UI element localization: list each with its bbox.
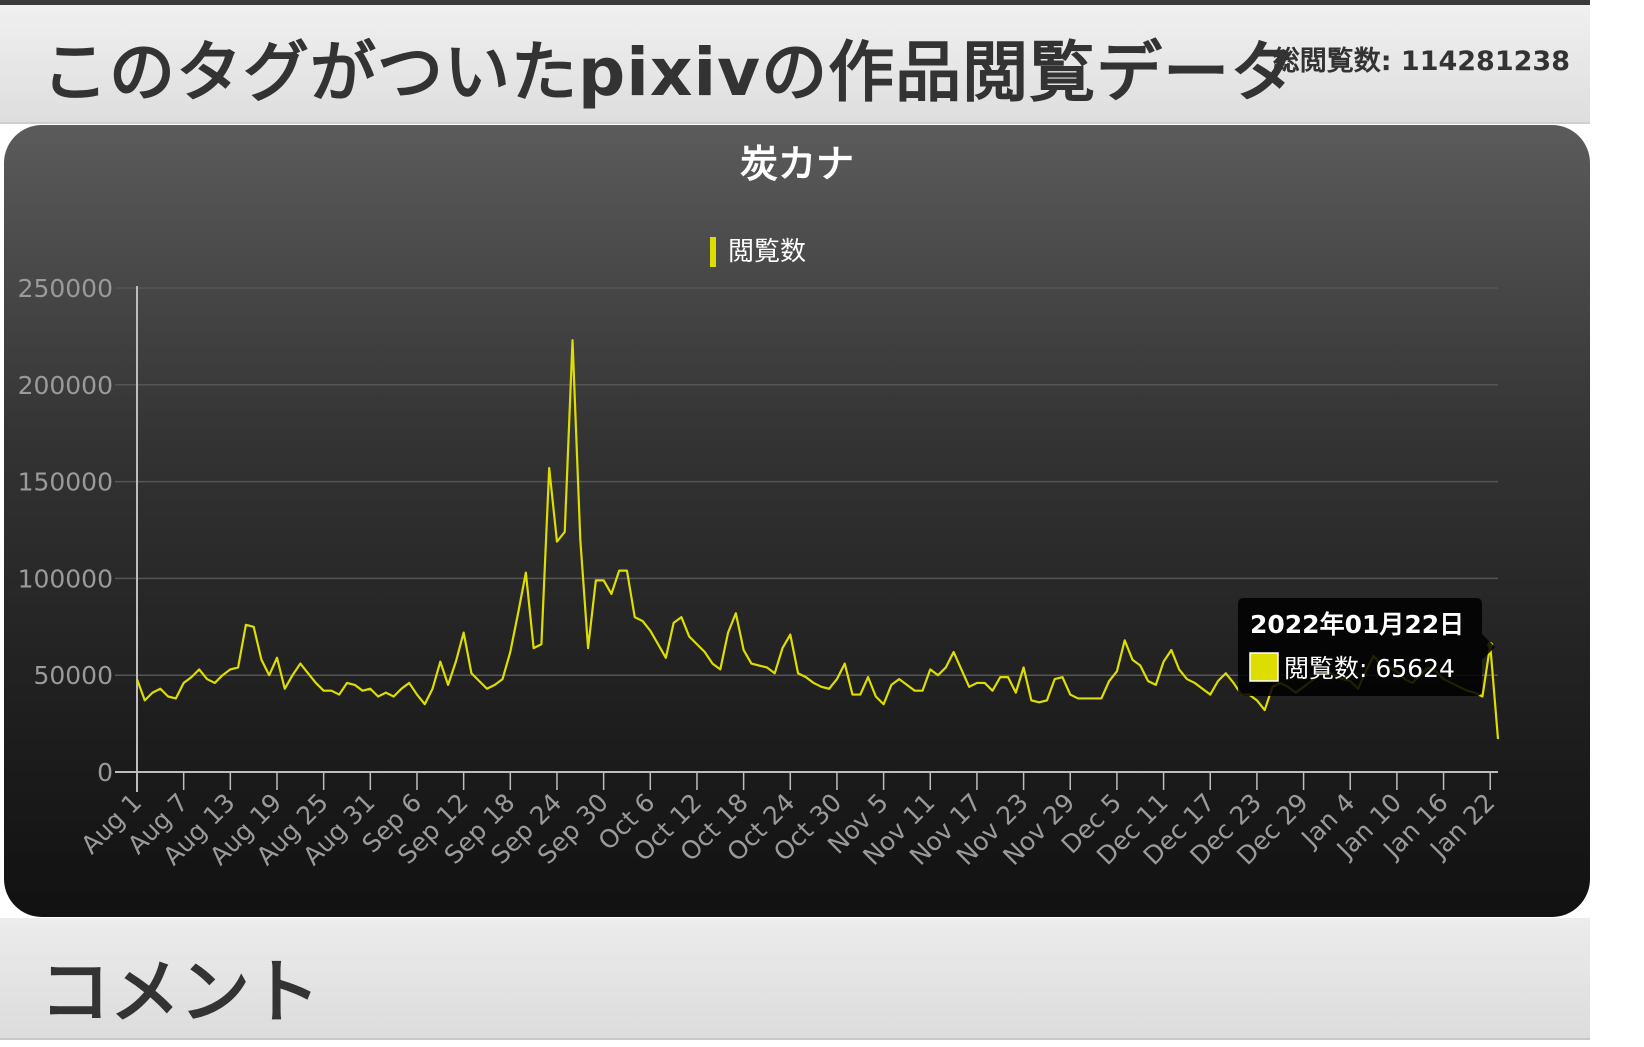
y-tick-label: 250000 (18, 274, 113, 303)
legend-swatch (710, 237, 716, 267)
total-views: 総閲覧数: 114281238 (1272, 46, 1570, 77)
page-title: このタグがついたpixivの作品閲覧データ (42, 34, 1298, 111)
grid (115, 287, 1498, 773)
chart-card: 炭カナ 閲覧数 0 50000 100000 150000 200000 250000 A… (4, 125, 1590, 917)
chart-title: 炭カナ (740, 142, 854, 186)
y-tick-label: 0 (97, 758, 113, 787)
y-tick-label: 200000 (18, 371, 113, 400)
tooltip-box (1238, 598, 1495, 696)
top-rule (0, 0, 1590, 5)
tooltip: 2022年01月22日 閲覧数: 65624 (1238, 598, 1495, 696)
page-header: このタグがついたpixivの作品閲覧データ 総閲覧数: 114281238 (0, 5, 1590, 124)
y-axis-ticks: 0 50000 100000 150000 200000 250000 (18, 274, 113, 787)
y-tick-label: 50000 (33, 661, 113, 690)
views-line-chart[interactable]: 炭カナ 閲覧数 0 50000 100000 150000 200000 250000 A… (4, 125, 1590, 917)
y-tick-label: 100000 (18, 564, 113, 593)
legend-label[interactable]: 閲覧数 (728, 237, 806, 267)
y-tick-label: 150000 (18, 468, 113, 497)
comment-section-header: コメント (0, 918, 1590, 1040)
tooltip-title: 2022年01月22日 (1250, 610, 1464, 639)
tooltip-value: 閲覧数: 65624 (1284, 654, 1455, 683)
tooltip-swatch (1249, 652, 1279, 682)
comment-title: コメント (40, 951, 320, 1033)
right-margin (1590, 0, 1644, 1047)
